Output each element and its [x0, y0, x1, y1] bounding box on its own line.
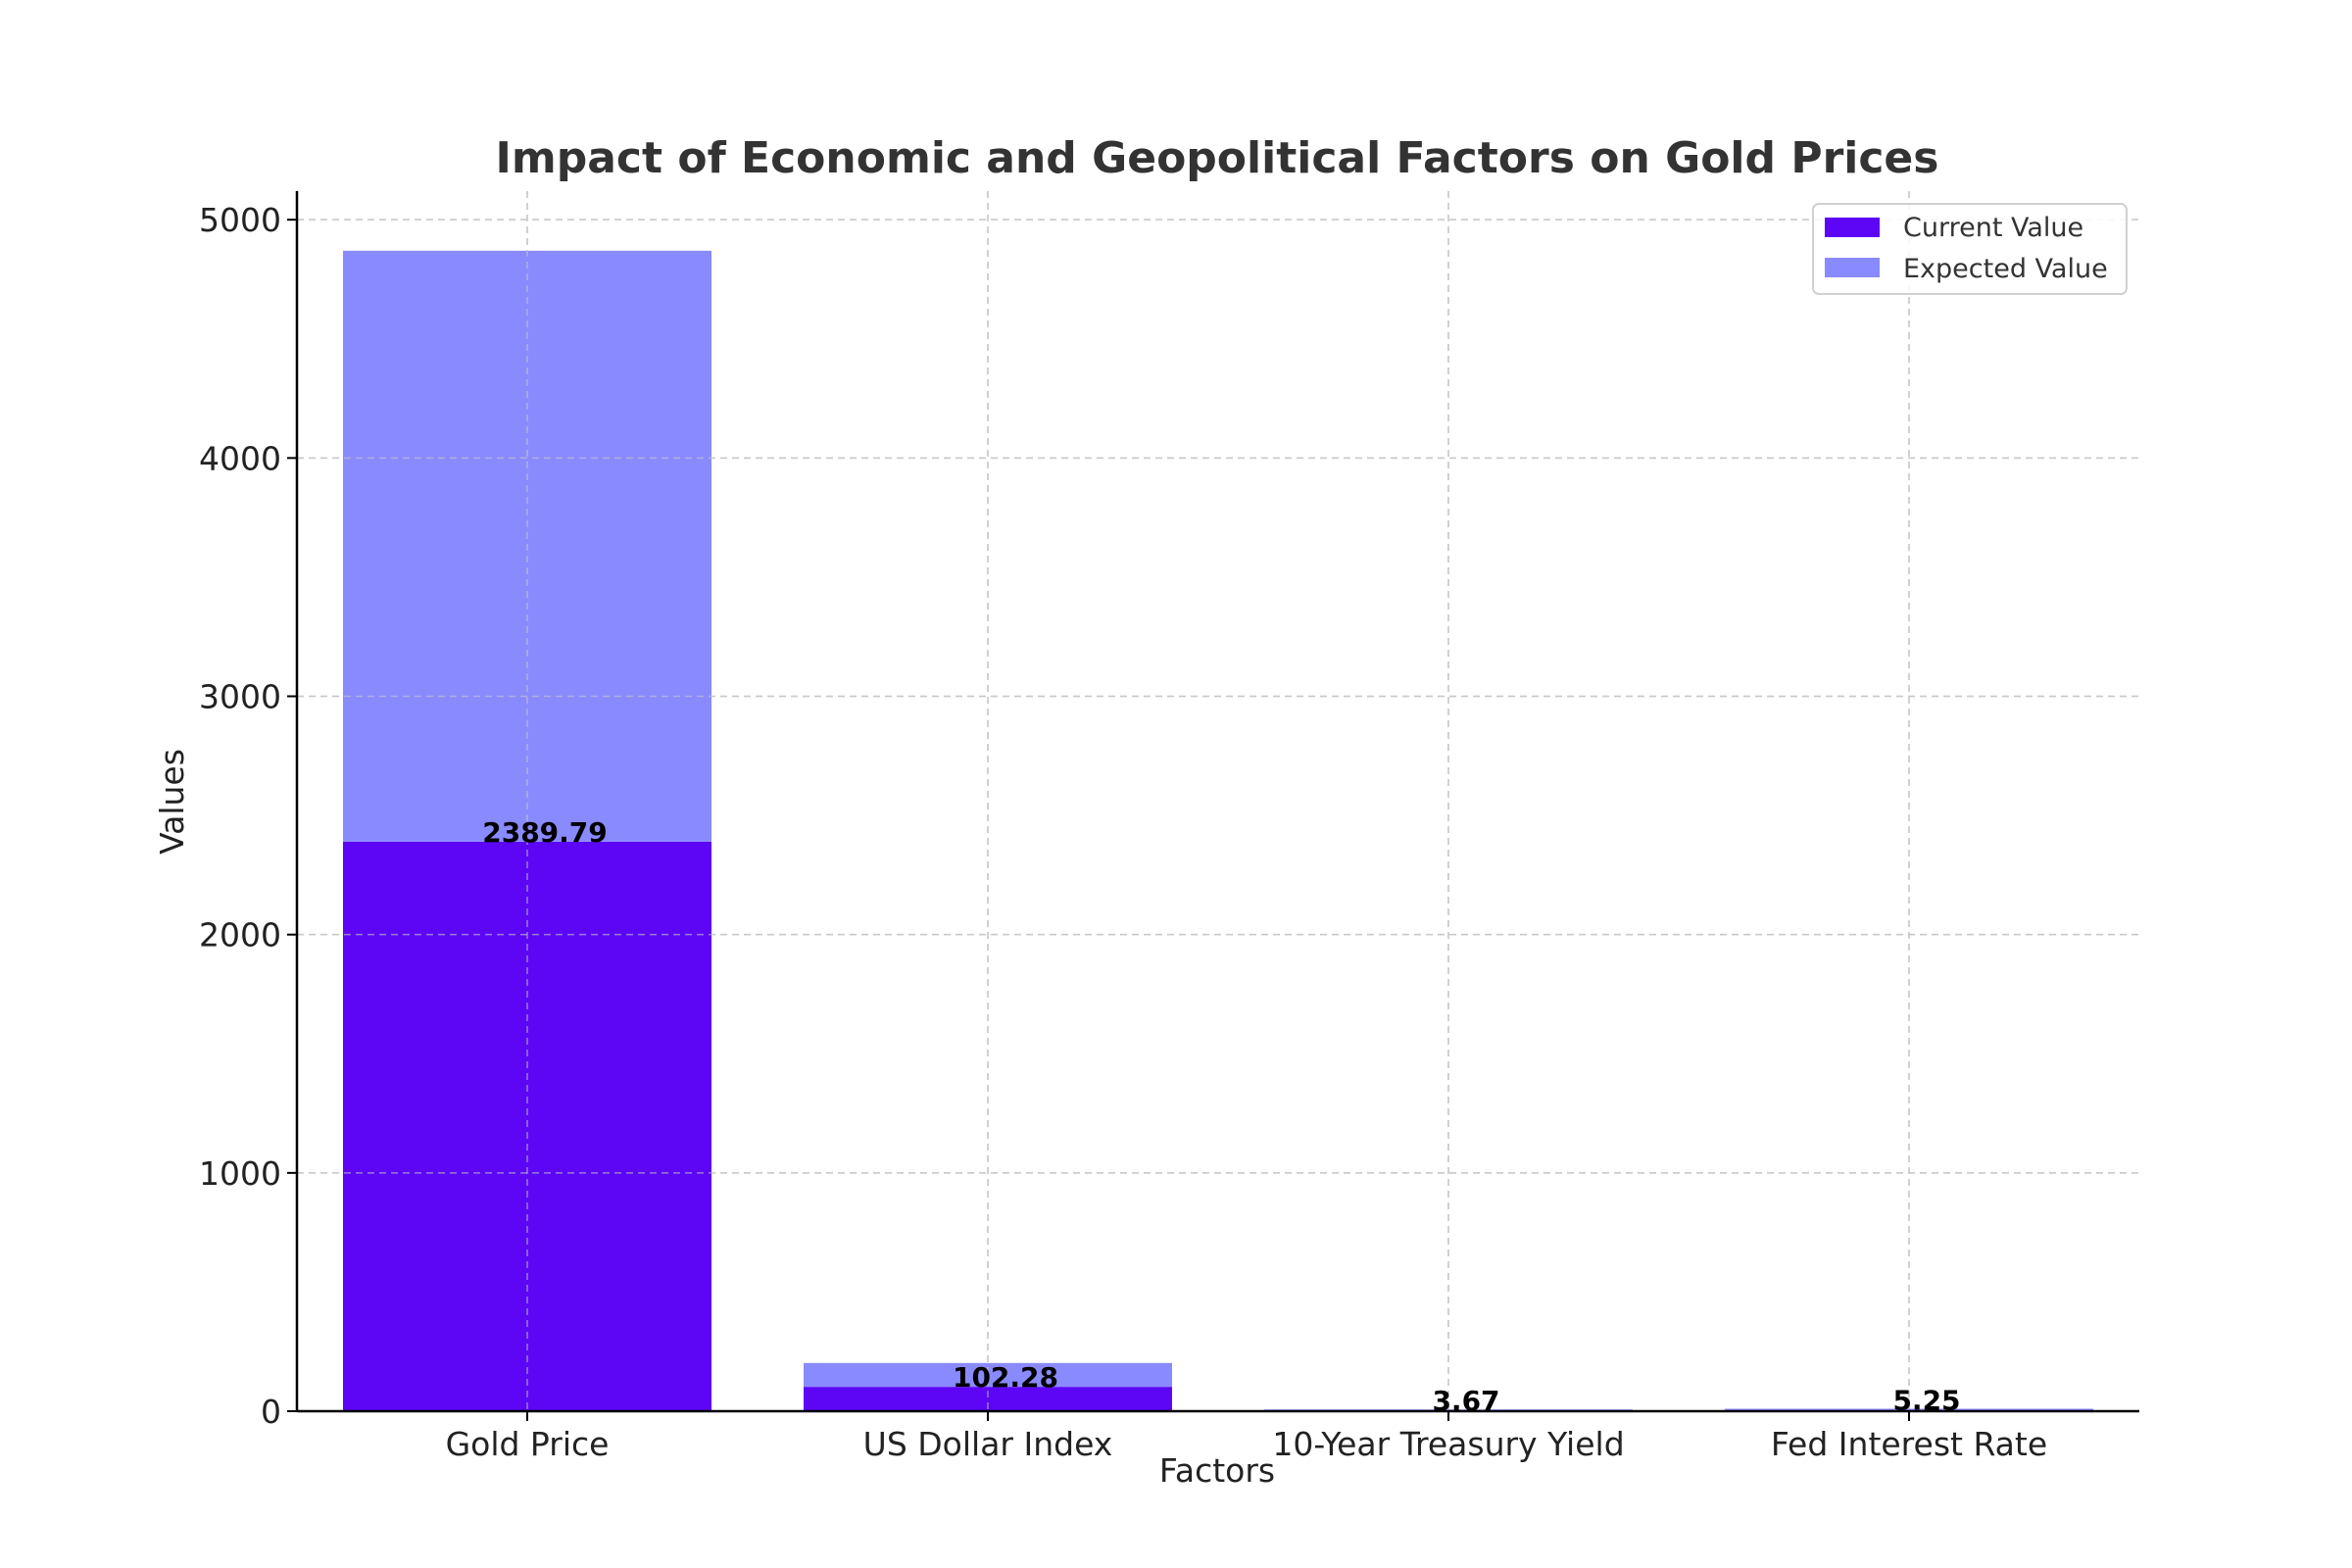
- y-tick-label: 1000: [199, 1154, 281, 1193]
- axes: [287, 191, 2139, 1421]
- legend-swatch-current-value: [1825, 218, 1880, 237]
- legend-label-expected-value: Expected Value: [1903, 254, 2108, 284]
- y-tick-label: 3000: [199, 678, 281, 716]
- bars: [297, 191, 2139, 1411]
- bar-expected-value-3: [1725, 1408, 2093, 1410]
- x-tick-label: Fed Interest Rate: [1771, 1425, 2047, 1463]
- x-tick-label: 10-Year Treasury Yield: [1272, 1425, 1624, 1463]
- legend-label-current-value: Current Value: [1903, 213, 2083, 243]
- bar-expected-value-2: [1264, 1409, 1633, 1411]
- data-label-3: 5.25: [1892, 1385, 1960, 1417]
- y-tick-label: 0: [261, 1393, 281, 1431]
- data-label-1: 102.28: [953, 1361, 1058, 1394]
- data-label-0: 2389.79: [482, 816, 608, 849]
- x-tick-label: US Dollar Index: [863, 1425, 1113, 1463]
- y-tick-label: 4000: [199, 439, 281, 477]
- legend-frame: [1812, 203, 2128, 295]
- y-tick-label: 2000: [199, 916, 281, 955]
- y-tick-label: 5000: [199, 201, 281, 239]
- data-label-2: 3.67: [1432, 1385, 1499, 1417]
- chart-title: Impact of Economic and Geopolitical Fact…: [496, 133, 1939, 183]
- labels: 0 1000 2000 3000 4000 5000 2389.79 102.28 3.67 5.…: [199, 201, 2047, 1463]
- x-axis-label: Factors: [1159, 1451, 1275, 1490]
- legend-swatch-expected-value: [1825, 258, 1880, 277]
- x-tick-label: Gold Price: [446, 1425, 610, 1463]
- y-axis-label: Values: [153, 749, 191, 855]
- legend: Current Value Expected Value: [1812, 203, 2128, 295]
